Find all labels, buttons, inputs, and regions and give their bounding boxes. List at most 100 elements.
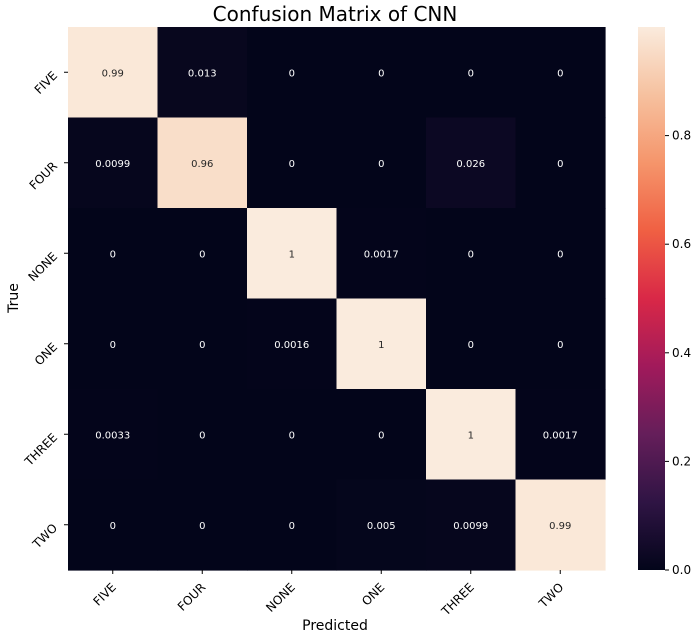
heatmap-cell	[157, 389, 248, 481]
cell-value-label: 0	[468, 340, 474, 351]
heatmap-cell	[426, 117, 517, 209]
cell-value-label: 0.013	[188, 68, 217, 79]
x-tick-label: TWO	[536, 580, 567, 611]
cell-value-label: 0.0099	[453, 521, 488, 532]
x-tick-label: FIVE	[90, 580, 118, 608]
heatmap-cell	[247, 208, 338, 300]
heatmap-cell	[336, 117, 427, 209]
heatmap-cell	[157, 117, 248, 209]
cell-value-label: 0.0099	[95, 159, 130, 170]
heatmap-cell	[157, 208, 248, 300]
cell-value-label: 0	[557, 159, 563, 170]
y-axis-label: True	[6, 283, 22, 314]
heatmap-cell	[426, 479, 517, 571]
cell-value-label: 0.96	[191, 159, 213, 170]
heatmap-cell	[247, 117, 338, 209]
cell-value-label: 1	[468, 430, 474, 441]
x-tick-label: NONE	[263, 580, 298, 615]
cell-value-label: 0	[468, 249, 474, 260]
chart-title: Confusion Matrix of CNN	[213, 2, 458, 26]
x-tick-label: FOUR	[175, 580, 209, 614]
heatmap-cell	[68, 479, 159, 571]
heatmap-cell	[247, 479, 338, 571]
cell-value-label: 0	[468, 68, 474, 79]
heatmap-cell	[157, 27, 248, 119]
heatmap-cell	[247, 298, 338, 390]
cell-value-label: 0.99	[549, 521, 571, 532]
y-tick-label: NONE	[25, 249, 60, 284]
colorbar-tick-label: 0.8	[672, 129, 691, 143]
cell-value-label: 0	[110, 340, 116, 351]
heatmap-cell	[247, 389, 338, 481]
cell-value-label: 0	[199, 430, 205, 441]
cell-value-label: 0	[289, 430, 295, 441]
cell-value-label: 0	[199, 249, 205, 260]
heatmap-cell	[336, 27, 427, 119]
cell-value-label: 0	[378, 430, 384, 441]
heatmap-cell	[426, 208, 517, 300]
cell-value-label: 0	[289, 68, 295, 79]
y-tick-label: THREE	[21, 430, 60, 469]
cell-value-label: 0.026	[456, 159, 485, 170]
colorbar-gradient	[638, 27, 665, 570]
heatmap-cell	[515, 27, 606, 119]
cell-value-label: 0	[289, 521, 295, 532]
heatmap-cell	[68, 389, 159, 481]
heatmap-cell	[515, 208, 606, 300]
heatmap-cell	[68, 208, 159, 300]
colorbar-tick-label: 0.0	[672, 563, 691, 577]
heatmap-cell	[515, 479, 606, 571]
x-axis: FIVE FOUR NONE ONE THREE TWO	[90, 570, 566, 619]
cell-value-label: 0.0017	[543, 430, 578, 441]
cell-value-label: 0.0016	[274, 340, 309, 351]
cell-value-label: 0	[557, 249, 563, 260]
x-axis-label: Predicted	[302, 618, 368, 634]
y-tick-label: FOUR	[27, 159, 61, 193]
heatmap-cell	[68, 27, 159, 119]
cell-value-label: 1	[289, 249, 295, 260]
cell-value-label: 0	[289, 159, 295, 170]
heatmap-cell	[515, 117, 606, 209]
cell-value-label: 0.99	[102, 68, 124, 79]
cell-value-label: 0	[110, 521, 116, 532]
cell-value-label: 0.005	[367, 521, 396, 532]
cell-value-label: 0	[110, 249, 116, 260]
x-tick-label: ONE	[359, 580, 387, 608]
colorbar-tick-label: 0.4	[672, 346, 691, 360]
cell-value-label: 0.0033	[95, 430, 130, 441]
heatmap-cell	[336, 208, 427, 300]
cell-value-label: 0	[199, 521, 205, 532]
cell-value-label: 0	[557, 68, 563, 79]
heatmap-cell	[426, 389, 517, 481]
cell-value-label: 0	[378, 159, 384, 170]
cell-value-label: 0	[378, 68, 384, 79]
cell-value-label: 0.0017	[364, 249, 399, 260]
heatmap-cell	[157, 298, 248, 390]
cell-value-label: 1	[378, 340, 384, 351]
cell-value-label: 0	[199, 340, 205, 351]
y-tick-label: FIVE	[32, 68, 60, 96]
heatmap-annotations: 0.99 0.013 0 0 0 0 0.0099 0.96 0 0 0.026 0 0 0 1 0.0017…	[95, 68, 578, 532]
heatmap-cell	[336, 479, 427, 571]
y-tick-label: TWO	[29, 521, 60, 552]
heatmap-cell	[515, 298, 606, 390]
colorbar: 0.0 0.2 0.4 0.6 0.8	[638, 27, 691, 577]
heatmap-cell	[426, 298, 517, 390]
heatmap-cell	[336, 389, 427, 481]
cell-value-label: 0	[557, 340, 563, 351]
heatmap-cell	[68, 298, 159, 390]
heatmap-cell	[68, 117, 159, 209]
heatmap-cell	[336, 298, 427, 390]
x-tick-label: THREE	[438, 580, 477, 619]
colorbar-tick-label: 0.6	[672, 237, 691, 251]
heatmap-cell	[157, 479, 248, 571]
y-axis: FIVE FOUR NONE ONE THREE TWO	[21, 68, 68, 552]
heatmap-cell	[426, 27, 517, 119]
y-tick-label: ONE	[32, 340, 60, 368]
heatmap-cell	[515, 389, 606, 481]
colorbar-tick-label: 0.2	[672, 454, 691, 468]
heatmap-cell	[247, 27, 338, 119]
heatmap-cells	[68, 27, 606, 571]
